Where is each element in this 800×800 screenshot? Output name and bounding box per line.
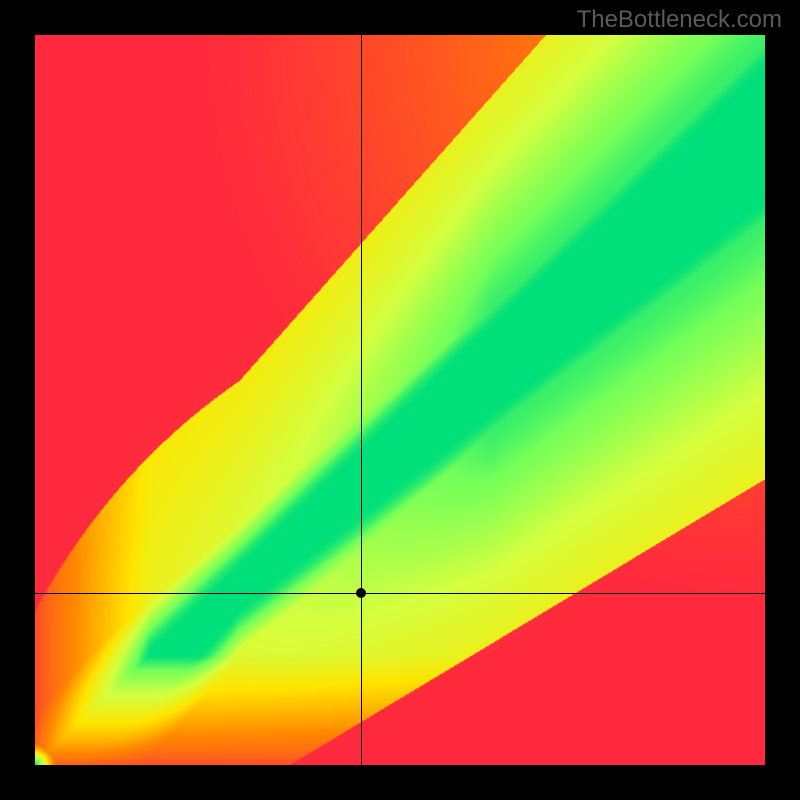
chart-frame: TheBottleneck.com bbox=[0, 0, 800, 800]
watermark-text: TheBottleneck.com bbox=[577, 6, 782, 34]
plot-area bbox=[35, 35, 765, 765]
crosshair-vertical bbox=[361, 35, 362, 765]
heatmap-canvas bbox=[35, 35, 765, 765]
crosshair-horizontal bbox=[35, 593, 765, 594]
